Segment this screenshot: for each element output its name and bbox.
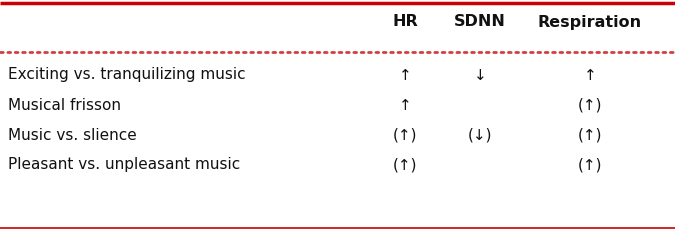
Text: (↑): (↑) <box>393 128 417 143</box>
Text: (↑): (↑) <box>578 158 602 173</box>
Text: Pleasant vs. unpleasant music: Pleasant vs. unpleasant music <box>8 158 240 173</box>
Text: (↓): (↓) <box>468 128 492 143</box>
Text: Music vs. slience: Music vs. slience <box>8 128 137 143</box>
Text: HR: HR <box>392 15 418 30</box>
Text: ↓: ↓ <box>474 67 487 82</box>
Text: (↑): (↑) <box>393 158 417 173</box>
Text: Respiration: Respiration <box>538 15 642 30</box>
Text: (↑): (↑) <box>578 128 602 143</box>
Text: Exciting vs. tranquilizing music: Exciting vs. tranquilizing music <box>8 67 246 82</box>
Text: ↑: ↑ <box>399 97 411 112</box>
Text: ↑: ↑ <box>399 67 411 82</box>
Text: (↑): (↑) <box>578 97 602 112</box>
Text: ↑: ↑ <box>584 67 597 82</box>
Text: SDNN: SDNN <box>454 15 506 30</box>
Text: Musical frisson: Musical frisson <box>8 97 121 112</box>
